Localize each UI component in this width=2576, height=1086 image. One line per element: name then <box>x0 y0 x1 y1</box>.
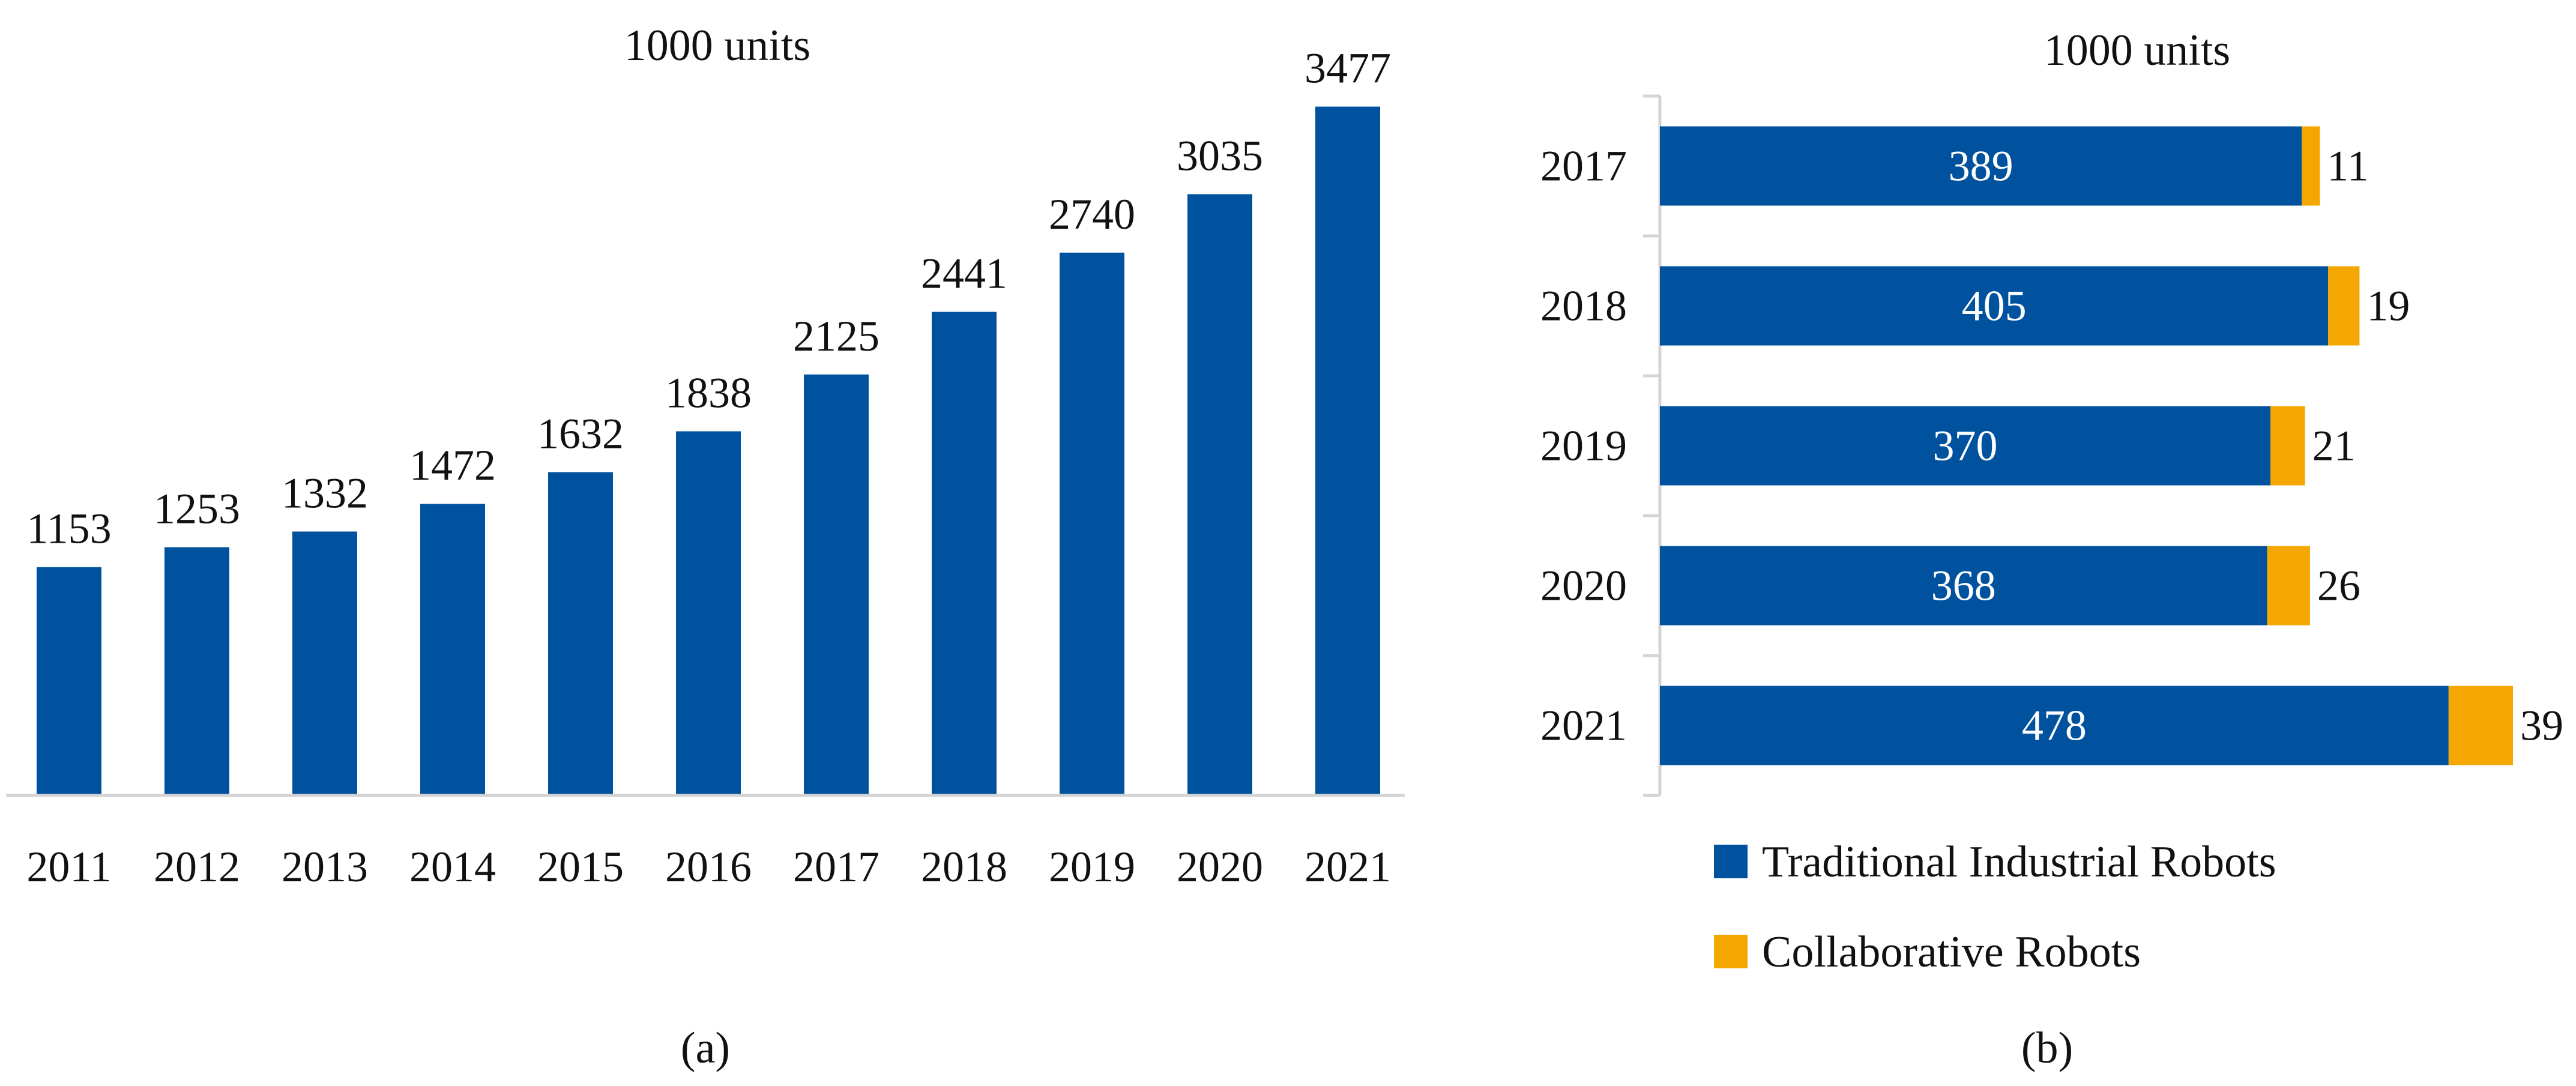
panel-b-labels: 2017 389 11 2018 405 19 2019 370 21 2020 368 26 2021… <box>1540 142 2563 750</box>
traditional-value-label-2019: 370 <box>1932 422 1997 470</box>
value-label-2017: 2125 <box>793 312 879 360</box>
value-label-2020: 3035 <box>1177 131 1263 179</box>
bar-traditional-2019 <box>1660 406 2270 486</box>
panel-b-legend: Traditional Industrial Robots Collaborati… <box>1714 837 2276 977</box>
panel-b-units-title: 1000 units <box>2044 26 2230 75</box>
bar-traditional-2018 <box>1660 266 2329 346</box>
value-label-2015: 1632 <box>537 409 624 457</box>
traditional-value-label-2017: 389 <box>1949 142 2013 190</box>
x-tick-label-2020: 2020 <box>1177 843 1263 891</box>
legend-collaborative-robots-label: Collaborative Robots <box>1762 928 2141 977</box>
value-label-2019: 2740 <box>1049 190 1135 238</box>
y-tick-label-2020: 2020 <box>1540 562 1627 610</box>
legend-collaborative-robots-swatch <box>1714 935 1748 968</box>
panel-a-caption: (a) <box>681 1024 730 1073</box>
y-tick-label-2017: 2017 <box>1540 142 1627 190</box>
bar-collaborative-2020 <box>2267 546 2310 626</box>
bar-traditional-2020 <box>1660 546 2267 626</box>
y-tick-label-2021: 2021 <box>1540 702 1627 750</box>
x-tick-label-2012: 2012 <box>154 843 240 891</box>
x-tick-label-2014: 2014 <box>409 843 496 891</box>
bar-2014 <box>420 504 485 795</box>
value-label-2013: 1332 <box>282 469 368 517</box>
bar-2011 <box>37 567 101 795</box>
x-tick-label-2013: 2013 <box>282 843 368 891</box>
collaborative-value-label-2018: 19 <box>2366 282 2410 330</box>
value-label-2016: 1838 <box>665 369 752 417</box>
bar-collaborative-2021 <box>2448 686 2513 765</box>
panel-a-chart: 1000 units 1153 1253 1332 1472 1632 1838 2125 2… <box>6 21 1405 1073</box>
bar-2013 <box>292 531 357 795</box>
panel-a-value-labels: 1153 1253 1332 1472 1632 1838 2125 2441 2740 3035… <box>26 44 1391 553</box>
x-tick-label-2016: 2016 <box>665 843 752 891</box>
x-tick-label-2021: 2021 <box>1305 843 1391 891</box>
bar-2016 <box>676 431 741 795</box>
bar-2018 <box>932 312 997 795</box>
bar-2020 <box>1187 194 1252 795</box>
panel-b-caption: (b) <box>2021 1024 2073 1073</box>
value-label-2018: 2441 <box>921 249 1007 297</box>
panel-b-bars <box>1660 126 2513 765</box>
collaborative-value-label-2021: 39 <box>2520 702 2563 750</box>
bar-2021 <box>1315 106 1380 796</box>
legend-traditional-industrial-robots-label: Traditional Industrial Robots <box>1762 837 2276 887</box>
bar-collaborative-2018 <box>2328 266 2360 346</box>
x-tick-label-2017: 2017 <box>793 843 879 891</box>
x-tick-label-2011: 2011 <box>26 843 111 891</box>
bar-collaborative-2019 <box>2270 406 2305 486</box>
bar-2017 <box>804 374 869 795</box>
bar-2012 <box>164 547 229 795</box>
collaborative-value-label-2020: 26 <box>2317 562 2360 610</box>
panel-b-axis-ticks <box>1643 94 1660 797</box>
x-tick-label-2015: 2015 <box>537 843 624 891</box>
traditional-value-label-2018: 405 <box>1962 282 2027 330</box>
value-label-2011: 1153 <box>26 505 111 553</box>
traditional-value-label-2020: 368 <box>1931 562 1996 610</box>
bar-2019 <box>1060 252 1124 795</box>
legend-traditional-industrial-robots-swatch <box>1714 845 1748 878</box>
value-label-2021: 3477 <box>1305 44 1391 92</box>
bar-2015 <box>548 472 613 795</box>
x-tick-label-2019: 2019 <box>1049 843 1135 891</box>
panel-a-tick-labels: 2011 2012 2013 2014 2015 2016 2017 2018 2019 2020… <box>26 843 1391 891</box>
panel-a-units-title: 1000 units <box>624 21 810 70</box>
bar-collaborative-2017 <box>2302 126 2320 206</box>
value-label-2012: 1253 <box>154 485 240 533</box>
collaborative-value-label-2019: 21 <box>2312 422 2356 470</box>
y-tick-label-2018: 2018 <box>1540 282 1627 330</box>
x-tick-label-2018: 2018 <box>921 843 1007 891</box>
collaborative-value-label-2017: 11 <box>2327 142 2368 190</box>
bar-traditional-2021 <box>1660 686 2449 765</box>
panel-a-bars <box>37 106 1380 796</box>
traditional-value-label-2021: 478 <box>2022 702 2087 750</box>
bar-traditional-2017 <box>1660 126 2302 206</box>
y-tick-label-2019: 2019 <box>1540 422 1627 470</box>
value-label-2014: 1472 <box>409 441 496 489</box>
